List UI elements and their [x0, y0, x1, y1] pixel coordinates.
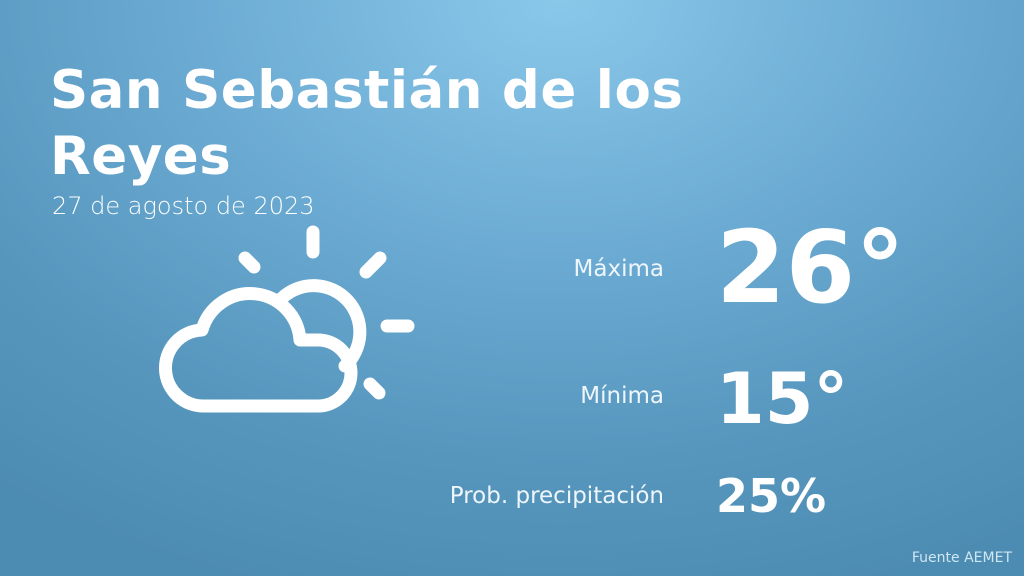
precip-value: 25% — [716, 469, 827, 523]
source-credit: Fuente AEMET — [911, 550, 1012, 566]
location-title: San Sebastián de los Reyes — [50, 60, 684, 187]
min-value: 15° — [716, 358, 849, 440]
precip-label: Prob. precipitación — [449, 483, 664, 509]
min-label: Mínima — [580, 383, 664, 409]
max-value: 26° — [716, 209, 906, 326]
forecast-date: 27 de agosto de 2023 — [52, 192, 315, 220]
max-label: Máxima — [573, 256, 664, 282]
